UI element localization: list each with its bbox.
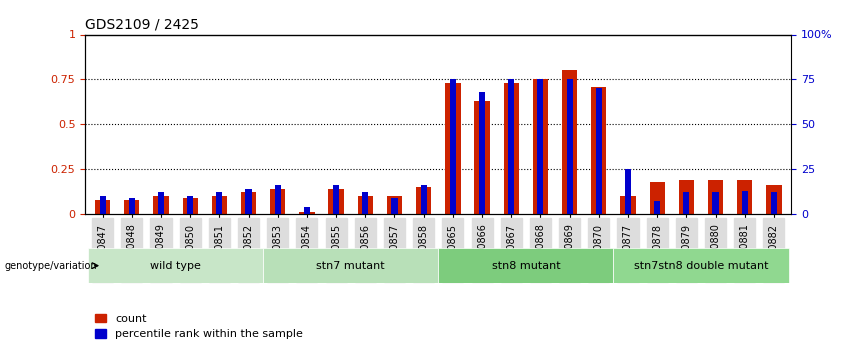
Bar (328, 189, 344, 214)
Bar (124, 199, 140, 214)
Bar (153, 196, 168, 214)
Bar (182, 198, 197, 214)
Bar (567, 79, 573, 214)
Bar (363, 193, 368, 214)
Bar (614, 248, 789, 283)
Bar (766, 185, 781, 214)
Bar (771, 193, 777, 214)
Bar (708, 180, 723, 214)
Bar (100, 196, 106, 214)
Bar (275, 185, 281, 214)
Bar (679, 180, 694, 214)
Legend: count, percentile rank within the sample: count, percentile rank within the sample (91, 309, 307, 344)
Bar (300, 212, 315, 214)
Text: genotype/variation: genotype/variation (4, 261, 97, 270)
Bar (533, 79, 548, 214)
Bar (445, 83, 460, 214)
Bar (216, 193, 222, 214)
Text: stn8 mutant: stn8 mutant (492, 261, 560, 270)
Bar (683, 193, 689, 214)
Text: wild type: wild type (150, 261, 201, 270)
Bar (333, 185, 340, 214)
Bar (712, 193, 718, 214)
Bar (508, 79, 514, 214)
Bar (479, 92, 485, 214)
Text: GDS2109 / 2425: GDS2109 / 2425 (85, 18, 199, 32)
Bar (737, 180, 752, 214)
Bar (438, 248, 614, 283)
Bar (591, 87, 607, 214)
Bar (649, 181, 665, 214)
Bar (95, 199, 111, 214)
Bar (450, 79, 456, 214)
Bar (420, 185, 426, 214)
Bar (304, 207, 310, 214)
Text: stn7 mutant: stn7 mutant (317, 261, 385, 270)
Bar (158, 193, 164, 214)
Bar (245, 189, 252, 214)
Bar (625, 169, 631, 214)
Bar (474, 101, 489, 214)
Bar (263, 248, 438, 283)
Bar (620, 196, 636, 214)
Bar (416, 187, 431, 214)
Bar (129, 198, 134, 214)
Bar (88, 248, 263, 283)
Bar (187, 196, 193, 214)
Bar (212, 196, 227, 214)
Bar (654, 201, 660, 214)
Bar (562, 70, 577, 214)
Bar (357, 196, 373, 214)
Bar (387, 196, 403, 214)
Bar (270, 189, 285, 214)
Bar (391, 198, 397, 214)
Text: stn7stn8 double mutant: stn7stn8 double mutant (634, 261, 768, 270)
Bar (504, 83, 519, 214)
Bar (241, 193, 256, 214)
Bar (537, 79, 544, 214)
Bar (742, 190, 748, 214)
Bar (596, 88, 602, 214)
